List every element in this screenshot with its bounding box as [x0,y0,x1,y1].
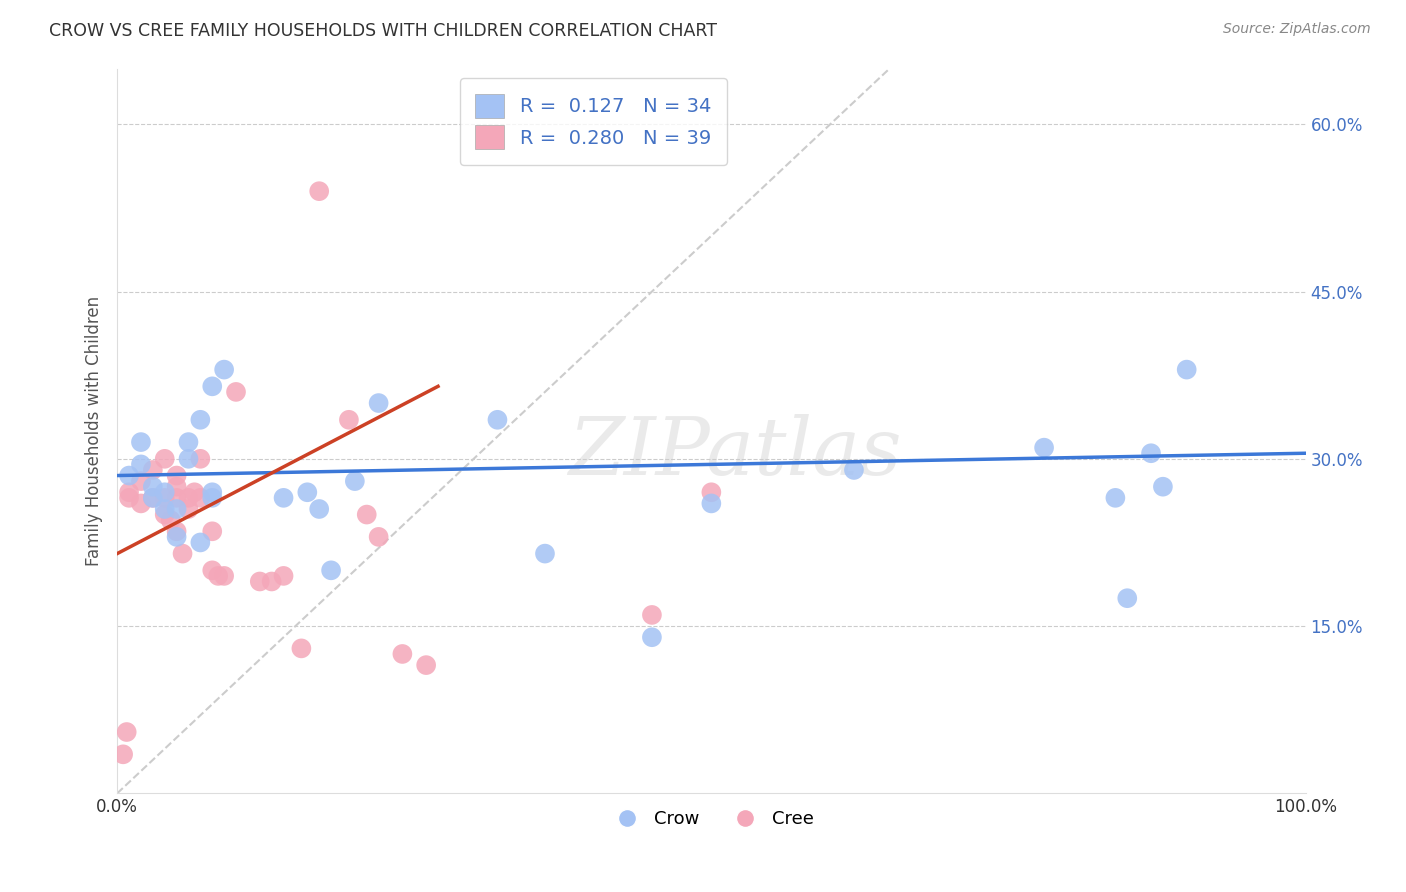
Point [1104,491,1126,505]
Point [153,451,176,466]
Point [166,491,188,505]
Point [641,607,664,622]
Point [115,725,138,739]
Point [319,563,342,577]
Point [129,474,152,488]
Point [177,435,200,450]
Point [212,569,235,583]
Point [260,574,283,589]
Point [308,184,330,198]
Point [273,491,295,505]
Point [129,458,152,472]
Point [183,485,205,500]
Point [142,491,165,505]
Point [153,508,176,522]
Point [337,413,360,427]
Point [190,413,212,427]
Point [201,491,224,505]
Point [297,485,319,500]
Point [153,502,176,516]
Point [1175,362,1198,376]
Point [166,524,188,539]
Point [166,468,188,483]
Point [249,574,271,589]
Point [308,502,330,516]
Point [190,451,212,466]
Point [177,451,200,466]
Point [207,569,229,583]
Point [273,569,295,583]
Point [190,535,212,549]
Point [201,485,224,500]
Point [486,413,509,427]
Point [1140,446,1163,460]
Point [225,384,247,399]
Point [142,480,165,494]
Point [190,491,212,505]
Point [142,491,165,505]
Point [367,530,389,544]
Point [700,485,723,500]
Point [415,658,437,673]
Y-axis label: Family Households with Children: Family Households with Children [86,296,103,566]
Point [118,491,141,505]
Point [700,496,723,510]
Text: Source: ZipAtlas.com: Source: ZipAtlas.com [1223,22,1371,37]
Point [153,491,176,505]
Point [112,747,135,762]
Point [172,547,194,561]
Point [290,641,312,656]
Point [159,513,181,527]
Point [142,463,165,477]
Point [153,485,176,500]
Point [177,502,200,516]
Point [641,630,664,644]
Point [356,508,378,522]
Point [1152,480,1174,494]
Legend: Crow, Cree: Crow, Cree [602,803,821,835]
Point [166,480,188,494]
Point [166,502,188,516]
Text: ZIPatlas: ZIPatlas [568,414,901,491]
Point [201,379,224,393]
Point [1116,591,1139,606]
Point [842,463,865,477]
Point [118,485,141,500]
Point [1033,441,1056,455]
Point [129,496,152,510]
Text: CROW VS CREE FAMILY HOUSEHOLDS WITH CHILDREN CORRELATION CHART: CROW VS CREE FAMILY HOUSEHOLDS WITH CHIL… [49,22,717,40]
Point [118,468,141,483]
Point [129,435,152,450]
Point [177,491,200,505]
Point [343,474,366,488]
Point [367,396,389,410]
Point [534,547,557,561]
Point [391,647,413,661]
Point [212,362,235,376]
Point [201,524,224,539]
Point [166,530,188,544]
Point [201,563,224,577]
